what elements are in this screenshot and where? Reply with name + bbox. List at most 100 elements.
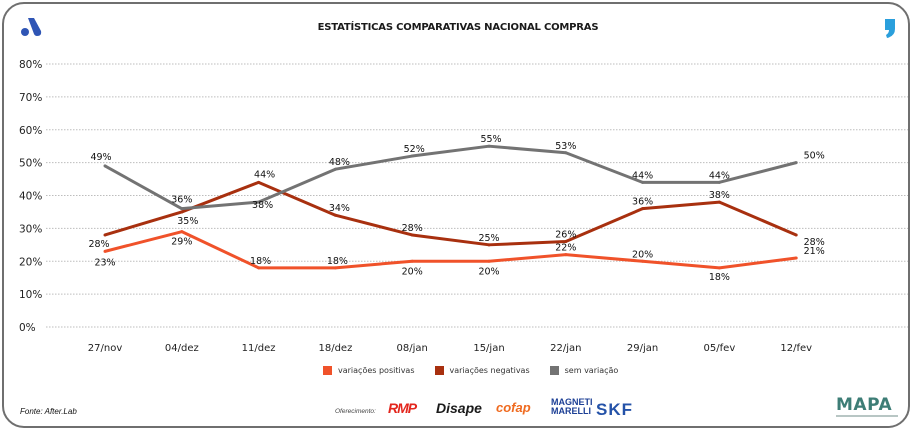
data-label: 21% — [804, 246, 825, 257]
data-point — [564, 151, 568, 155]
sponsor-label: Oferecimento: — [335, 408, 376, 415]
x-tick-label: 15/jan — [473, 343, 504, 354]
data-point — [180, 207, 184, 211]
sponsor-logo-disape: Disape — [436, 400, 482, 416]
data-label: 22% — [555, 243, 576, 254]
data-point — [717, 200, 721, 204]
sponsor-logo-skf: SKF — [596, 400, 633, 419]
data-point — [333, 167, 337, 171]
data-point — [180, 230, 184, 234]
data-label: 48% — [329, 157, 350, 168]
data-point — [794, 233, 798, 237]
brand-logo-mapa: MAPA — [836, 395, 893, 415]
sponsor-logo-cofap: cofap — [496, 400, 531, 415]
data-label: 25% — [478, 233, 499, 244]
data-label: 26% — [555, 230, 576, 241]
data-label: 34% — [329, 203, 350, 214]
data-point — [103, 249, 107, 253]
data-point — [103, 164, 107, 168]
data-point — [333, 266, 337, 270]
data-label: 29% — [171, 237, 192, 248]
chart-card — [2, 2, 910, 428]
legend-item-negative: variações negativas — [434, 366, 530, 375]
data-point — [257, 180, 261, 184]
sponsor-logo-magneti-marelli: MAGNETI MARELLI — [551, 397, 593, 416]
data-point — [410, 154, 414, 158]
series-line-1 — [104, 180, 797, 247]
y-tick-label: 70% — [19, 92, 42, 104]
data-label: 53% — [555, 141, 576, 152]
data-label: 52% — [404, 144, 425, 155]
data-label: 36% — [632, 197, 653, 208]
data-label: 18% — [250, 256, 271, 267]
data-point — [487, 243, 491, 247]
data-point — [794, 256, 798, 260]
data-label: 36% — [171, 195, 192, 206]
y-tick-label: 10% — [19, 289, 42, 301]
legend-label-no-change: sem variação — [564, 366, 619, 375]
x-tick-label: 11/dez — [242, 343, 276, 354]
legend-swatch-no-change — [549, 366, 559, 375]
data-point — [641, 259, 645, 263]
legend-item-no-change: sem variação — [549, 366, 619, 375]
y-tick-label: 0% — [19, 322, 36, 334]
source-note: Fonte: After.Lab — [20, 407, 77, 416]
data-label: 38% — [709, 190, 730, 201]
sponsor-logo-rmp: RMP — [388, 400, 417, 416]
data-point — [257, 200, 261, 204]
data-point — [564, 240, 568, 244]
data-label: 18% — [709, 272, 730, 283]
data-label: 23% — [94, 257, 115, 268]
chart-legend: variações positivas variações negativas … — [323, 366, 618, 375]
legend-item-positive: variações positivas — [323, 366, 415, 375]
series-line-0 — [104, 230, 797, 270]
quote-logo-icon — [885, 19, 895, 38]
data-label: 50% — [804, 151, 825, 162]
data-label: 44% — [254, 169, 275, 180]
data-point — [641, 180, 645, 184]
data-label: 28% — [402, 223, 423, 234]
x-tick-label: 05/fev — [704, 343, 736, 354]
x-tick-label: 12/fev — [780, 343, 812, 354]
y-tick-label: 80% — [19, 59, 42, 71]
data-label: 28% — [804, 237, 825, 248]
y-tick-label: 40% — [19, 191, 42, 203]
data-point — [487, 144, 491, 148]
data-point — [794, 161, 798, 165]
x-tick-label: 27/nov — [88, 343, 123, 354]
data-label: 18% — [327, 256, 348, 267]
x-tick-label: 08/jan — [397, 343, 428, 354]
chart-title: ESTATÍSTICAS COMPARATIVAS NACIONAL COMPR… — [317, 22, 599, 33]
data-point — [410, 259, 414, 263]
data-point — [333, 213, 337, 217]
brand-logo-tagline — [836, 415, 898, 417]
data-point — [564, 253, 568, 257]
x-tick-label: 29/jan — [627, 343, 658, 354]
data-label: 44% — [709, 170, 730, 181]
legend-swatch-negative — [434, 366, 444, 375]
legend-swatch-positive — [323, 366, 332, 375]
legend-label-positive: variações positivas — [338, 366, 415, 375]
data-point — [257, 266, 261, 270]
data-point — [180, 210, 184, 214]
data-point — [410, 233, 414, 237]
x-tick-label: 18/dez — [318, 343, 352, 354]
data-label: 44% — [632, 170, 653, 181]
y-tick-label: 60% — [19, 125, 42, 137]
data-point — [103, 233, 107, 237]
data-label: 55% — [480, 134, 501, 145]
data-label: 28% — [88, 239, 109, 250]
legend-label-negative: variações negativas — [449, 366, 530, 375]
data-label: 20% — [632, 249, 653, 260]
data-point — [717, 180, 721, 184]
data-point — [641, 207, 645, 211]
data-label: 35% — [177, 216, 198, 227]
a-logo-icon — [21, 18, 42, 36]
y-tick-label: 30% — [19, 223, 42, 235]
data-label: 49% — [90, 152, 111, 163]
data-point — [487, 259, 491, 263]
data-point — [717, 266, 721, 270]
data-label: 20% — [478, 266, 499, 277]
x-tick-label: 04/dez — [165, 343, 199, 354]
